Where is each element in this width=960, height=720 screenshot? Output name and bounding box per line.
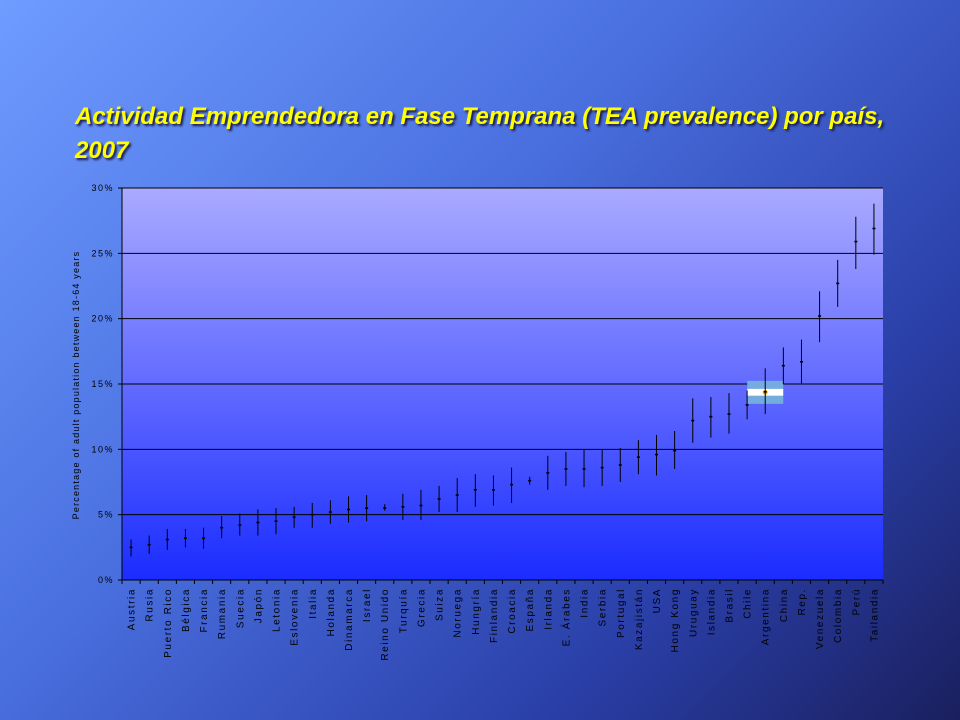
- y-tick-label: 10%: [91, 444, 114, 454]
- x-label-6: Suecia: [235, 588, 246, 628]
- x-label-13: Israel: [362, 588, 373, 622]
- x-label-28: Kazajistán: [634, 588, 645, 650]
- y-tick-label: 0%: [98, 575, 114, 585]
- x-label-9: Eslovenia: [290, 588, 301, 646]
- x-label-34: Chile: [743, 588, 754, 619]
- x-label-25: India: [580, 588, 591, 618]
- x-label-8: Letonia: [272, 588, 283, 632]
- x-label-26: Serbia: [598, 588, 609, 627]
- gridlines: [118, 187, 884, 584]
- x-label-37: Rep.: [797, 588, 808, 616]
- x-label-29: USA: [652, 588, 663, 613]
- x-label-30: Hong Kong: [670, 588, 681, 652]
- x-label-5: Rumania: [217, 588, 228, 639]
- x-label-22: España: [525, 588, 536, 632]
- x-label-2: Puerto Rico: [163, 588, 174, 658]
- x-label-31: Uruguay: [688, 588, 699, 637]
- y-tick-label: 30%: [91, 183, 114, 193]
- y-tick-label: 15%: [91, 379, 114, 389]
- x-label-3: Bélgica: [181, 588, 192, 632]
- x-label-27: Portugal: [616, 588, 627, 638]
- x-label-15: Turquía: [398, 588, 409, 633]
- x-label-33: Brasil: [724, 588, 735, 623]
- x-label-16: Grecia: [416, 588, 427, 627]
- x-label-39: Colombia: [833, 588, 844, 643]
- x-label-41: Tailandia: [869, 588, 880, 642]
- error-bars: [129, 203, 876, 557]
- x-label-40: Perú: [851, 588, 862, 616]
- x-label-7: Japón: [253, 588, 264, 623]
- x-label-4: Francia: [199, 588, 210, 633]
- x-label-19: Hungría: [471, 588, 482, 635]
- x-label-12: Dinamarca: [344, 588, 355, 651]
- x-label-38: Venezuela: [815, 588, 826, 649]
- x-label-35: Argentina: [761, 588, 772, 645]
- x-label-24: E. Árabes: [559, 588, 572, 646]
- x-label-32: Islandia: [706, 588, 717, 635]
- x-label-0: Austria: [127, 588, 138, 630]
- y-axis-ticks: 0% 5% 10% 15% 20% 25% 30%: [91, 183, 114, 585]
- x-axis-labels: Austria Rusia Puerto Rico Bélgica Francia Rum…: [127, 588, 881, 661]
- x-label-1: Rusia: [145, 588, 156, 622]
- x-label-11: Holanda: [326, 588, 337, 636]
- x-label-14: Reino Unido: [380, 588, 391, 661]
- x-label-10: Italia: [308, 588, 319, 619]
- chart-title: Actividad Emprendedora en Fase Temprana …: [75, 103, 885, 164]
- x-label-21: Croacia: [507, 588, 518, 634]
- x-label-20: Finlandia: [489, 588, 500, 643]
- y-axis-label: Percentage of adult population between 1…: [71, 251, 81, 520]
- x-label-36: China: [779, 588, 790, 622]
- x-label-23: Irlanda: [543, 588, 554, 630]
- y-tick-label: 5%: [98, 510, 114, 520]
- x-label-18: Noruega: [453, 588, 464, 638]
- y-tick-label: 20%: [91, 314, 114, 324]
- y-tick-label: 25%: [91, 248, 114, 258]
- x-label-17: Suiza: [435, 588, 446, 621]
